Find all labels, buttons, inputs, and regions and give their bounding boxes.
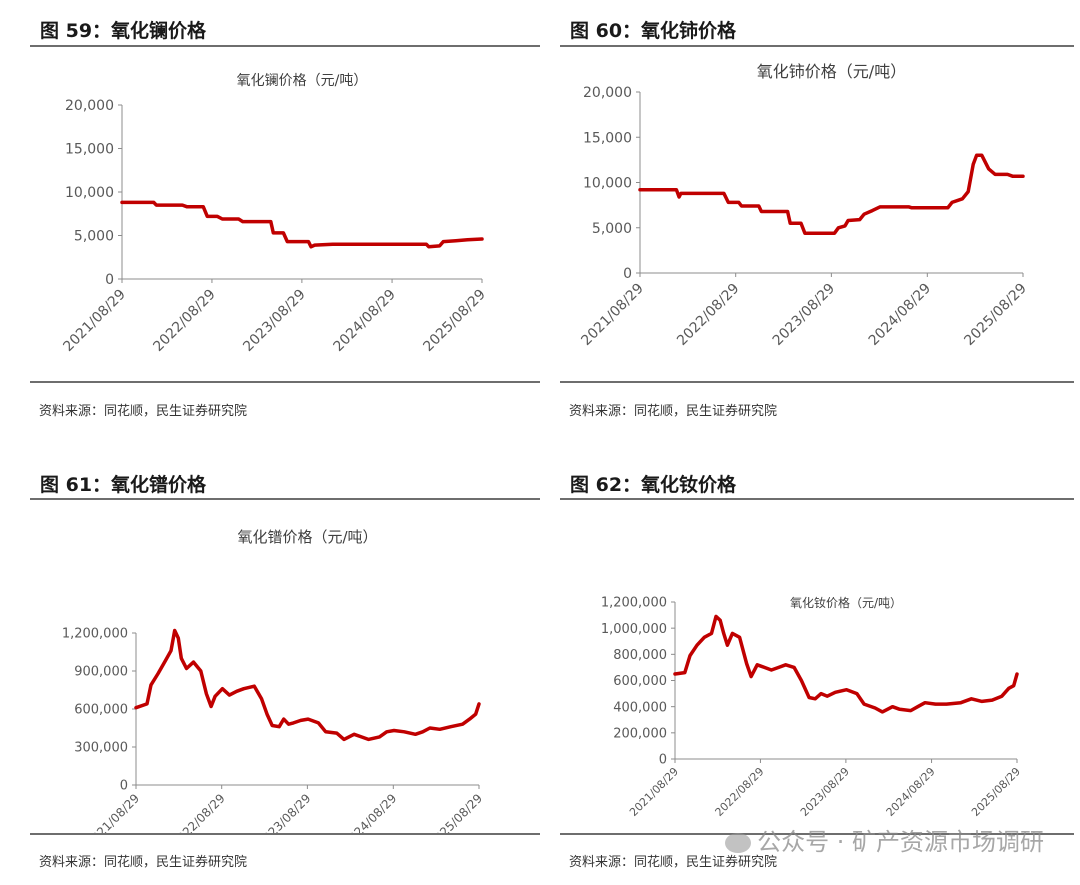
- x-tick-label: 2025/08/29: [420, 287, 488, 355]
- divider: [30, 381, 540, 383]
- x-tick-label: 2021/08/29: [627, 765, 681, 819]
- figure-title: 图 62：氧化钕价格: [570, 474, 737, 496]
- x-tick-label: 2022/08/29: [150, 287, 218, 355]
- x-tick-label: 2021/08/29: [83, 791, 142, 833]
- y-tick-label: 0: [623, 266, 632, 282]
- series-line: [673, 614, 1019, 714]
- y-tick-label: 5,000: [74, 229, 114, 245]
- figure-title: 图 59：氧化镧价格: [40, 20, 207, 42]
- divider: [30, 45, 540, 47]
- divider: [560, 45, 1074, 47]
- x-tick-label: 2023/08/29: [240, 287, 308, 355]
- x-tick-label: 2021/08/29: [578, 281, 646, 349]
- x-tick-label: 2024/08/29: [331, 287, 399, 355]
- y-tick-label: 300,000: [74, 741, 128, 756]
- line-chart: 氧化镧价格（元/吨） 0 5,000 10,000 15,000 20,000 2021/0…: [60, 73, 488, 355]
- x-tick-label: 2022/08/29: [674, 281, 742, 349]
- source-note: 资料来源：同花顺，民生证券研究院: [39, 404, 248, 419]
- x-tick-label: 2023/08/29: [255, 791, 314, 833]
- x-tick-label: 2023/08/29: [798, 765, 852, 819]
- y-tick-label: 800,000: [613, 648, 667, 663]
- x-tick-label: 2021/08/29: [60, 287, 128, 355]
- y-tick-label: 400,000: [613, 700, 667, 715]
- y-tick-label: 600,000: [74, 703, 128, 718]
- divider: [560, 498, 1074, 500]
- y-tick-label: 1,200,000: [62, 627, 128, 642]
- source-note: 资料来源：同花顺，民生证券研究院: [39, 855, 248, 870]
- x-tick-label: 2022/08/29: [169, 791, 228, 833]
- y-tick-label: 5,000: [592, 221, 632, 237]
- figure-title: 图 61：氧化镨价格: [40, 474, 207, 496]
- chart-panel-praseodymium: 图 61：氧化镨价格 氧化镨价格（元/吨） 0 300,000 600,000 900,…: [30, 455, 540, 885]
- divider: [560, 833, 1074, 835]
- chart-panel-lanthanum: 图 59：氧化镧价格 氧化镧价格（元/吨） 0 5,000 10,000 15,000 2…: [30, 0, 540, 440]
- source-note: 资料来源：同花顺，民生证券研究院: [569, 404, 778, 419]
- x-tick-label: 2025/08/29: [969, 765, 1023, 819]
- y-tick-label: 10,000: [583, 176, 632, 192]
- x-tick-label: 2024/08/29: [884, 765, 938, 819]
- y-tick-label: 20,000: [65, 98, 114, 114]
- series-line: [120, 200, 484, 249]
- series-line: [134, 628, 481, 742]
- x-tick-label: 2023/08/29: [770, 281, 838, 349]
- source-note: 资料来源：同花顺，民生证券研究院: [569, 855, 778, 870]
- chart-title: 氧化镨价格（元/吨）: [237, 528, 377, 546]
- y-tick-label: 200,000: [613, 727, 667, 742]
- y-tick-label: 15,000: [583, 130, 632, 146]
- x-tick-label: 2022/08/29: [713, 765, 767, 819]
- chart-title: 氧化钕价格（元/吨）: [790, 595, 902, 610]
- divider: [30, 833, 540, 835]
- divider: [30, 498, 540, 500]
- watermark-text: 公众号 · 矿产资源市场调研: [757, 828, 1044, 856]
- y-tick-label: 600,000: [613, 674, 667, 689]
- chart-title: 氧化铈价格（元/吨）: [757, 62, 906, 81]
- y-tick-label: 0: [659, 753, 667, 768]
- y-tick-label: 10,000: [65, 185, 114, 201]
- line-chart: 氧化镨价格（元/吨） 0 300,000 600,000 900,000 1,200,00…: [62, 528, 485, 833]
- x-tick-label: 2025/08/29: [961, 281, 1029, 349]
- x-tick-label: 2024/08/29: [341, 791, 400, 833]
- divider: [560, 381, 1074, 383]
- x-tick-label: 2025/08/29: [426, 791, 485, 833]
- line-chart: 氧化铈价格（元/吨） 0 5,000 10,000 15,000 20,000 2021/0…: [578, 62, 1029, 349]
- y-tick-label: 20,000: [583, 85, 632, 101]
- chart-panel-neodymium: 图 62：氧化钕价格 氧化钕价格（元/吨） 0 200,000 400,000 600,…: [560, 455, 1074, 885]
- y-tick-label: 0: [120, 779, 128, 794]
- chart-panel-cerium: 图 60：氧化铈价格 氧化铈价格（元/吨） 0 5,000 10,000 15,000 2…: [560, 0, 1074, 440]
- watermark: 公众号 · 矿产资源市场调研: [725, 822, 1044, 857]
- series-line: [638, 153, 1025, 235]
- figure-title: 图 60：氧化铈价格: [570, 20, 737, 42]
- chart-title: 氧化镧价格（元/吨）: [237, 73, 368, 89]
- y-tick-label: 900,000: [74, 665, 128, 680]
- y-tick-label: 0: [105, 272, 114, 288]
- wechat-icon: [725, 833, 752, 853]
- y-tick-label: 1,200,000: [601, 596, 667, 611]
- line-chart: 氧化钕价格（元/吨） 0 200,000 400,000 600,000 800,000 1…: [601, 595, 1023, 819]
- y-tick-label: 1,000,000: [601, 622, 667, 637]
- x-tick-label: 2024/08/29: [866, 281, 934, 349]
- y-tick-label: 15,000: [65, 142, 114, 158]
